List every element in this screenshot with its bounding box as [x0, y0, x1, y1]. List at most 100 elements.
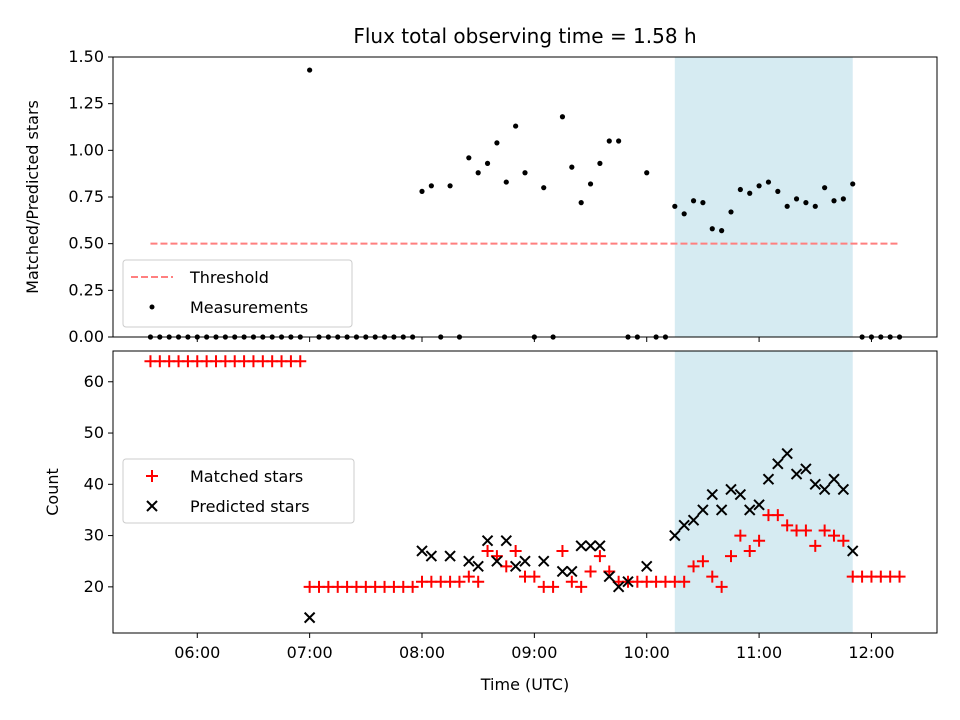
bottom-y-axis-label: Count	[43, 468, 62, 516]
measurement-point	[307, 67, 313, 73]
measurement-point	[541, 185, 547, 191]
predicted-star-point	[734, 488, 747, 501]
measurement-point	[681, 211, 687, 217]
measurement-point	[672, 203, 678, 209]
measurement-point	[765, 179, 772, 185]
top-legend-box	[122, 259, 353, 328]
measurement-point	[466, 155, 472, 161]
measurement-point	[784, 203, 790, 209]
matched-star-point	[837, 534, 850, 547]
measurement-point	[616, 138, 622, 144]
matched-star-point	[462, 570, 475, 583]
y-tick-label: 40	[84, 474, 104, 493]
predicted-star-point	[500, 535, 512, 547]
matched-star-point	[809, 539, 822, 552]
predicted-star-point	[781, 447, 793, 460]
y-tick-label: 0.25	[68, 280, 104, 299]
predicted-star-point	[706, 488, 718, 501]
y-tick-label: 1.00	[68, 140, 104, 159]
y-tick-label: 0.75	[68, 187, 104, 206]
y-tick-label: 60	[84, 372, 104, 391]
matched-star-point	[294, 355, 307, 368]
legend-matched-label: Matched stars	[190, 467, 303, 486]
top-y-axis-label: Matched/Predicted stars	[23, 100, 42, 294]
matched-star-point	[696, 555, 709, 568]
matched-star-point	[453, 575, 466, 588]
top-plot-frame	[112, 56, 938, 338]
measurement-point	[719, 228, 725, 234]
predicted-star-point	[828, 473, 840, 485]
predicted-star-point	[509, 560, 522, 573]
predicted-star-point	[697, 504, 709, 516]
matched-star-point	[725, 550, 737, 563]
measurement-point	[513, 123, 519, 129]
top-plot-area: 0.00 0.25 0.50 0.75 1.00 1.25 1.50	[68, 47, 903, 346]
matched-star-point	[706, 570, 719, 583]
matched-star-point	[472, 575, 485, 588]
predicted-star-point	[847, 545, 859, 557]
predicted-star-point	[612, 581, 625, 593]
predicted-star-point	[303, 611, 316, 624]
measurement-point	[728, 209, 734, 215]
predicted-star-point	[725, 483, 737, 496]
matched-star-point	[406, 580, 419, 593]
legend-measurements-label: Measurements	[190, 298, 308, 317]
predicted-star-point	[538, 555, 550, 567]
measurement-point	[831, 198, 837, 204]
measurement-point	[447, 183, 453, 189]
matched-star-point	[743, 544, 756, 557]
measurement-point	[503, 179, 509, 185]
bottom-plot-frame	[112, 350, 938, 634]
predicted-star-point	[491, 555, 503, 567]
matched-star-point	[565, 575, 578, 588]
bottom-plot-area: 20 30 40 50 60 06:00 07:00 08:00 09:00 10:00 11:00…	[84, 351, 906, 662]
x-tick-label: 08:00	[399, 643, 445, 662]
matched-star-point	[687, 560, 700, 573]
predicted-star-point	[641, 560, 653, 573]
matched-star-point	[771, 509, 784, 522]
legend-threshold-label: Threshold	[189, 268, 269, 287]
matched-star-point	[781, 519, 794, 532]
measurement-point	[756, 183, 762, 189]
x-tick-label: 07:00	[287, 643, 333, 662]
matched-star-point	[556, 544, 569, 557]
measurement-point	[522, 170, 528, 176]
matched-star-point	[818, 524, 831, 537]
measurement-point	[747, 190, 753, 196]
measurement-point	[812, 203, 818, 209]
measurement-point	[569, 164, 575, 170]
y-tick-label: 1.25	[68, 94, 104, 113]
predicted-star-point	[603, 570, 615, 583]
matched-star-point	[734, 529, 747, 542]
chart-title: Flux total observing time = 1.58 h	[353, 24, 696, 48]
matched-star-point	[799, 524, 812, 537]
measurement-point	[419, 188, 425, 194]
matched-star-point	[481, 544, 494, 557]
y-tick-label: 30	[84, 526, 104, 545]
measurement-point	[606, 138, 612, 144]
predicted-star-point	[594, 540, 606, 552]
measurement-point	[644, 170, 650, 176]
predicted-star-point	[463, 555, 475, 567]
measurement-point	[737, 186, 743, 193]
predicted-star-point	[575, 540, 587, 552]
predicted-star-point	[772, 458, 784, 470]
highlight-span	[674, 57, 853, 337]
predicted-star-point	[584, 540, 597, 552]
measurement-point	[559, 114, 566, 120]
predicted-star-point	[566, 565, 578, 578]
predicted-star-point	[687, 514, 700, 526]
matched-star-point	[893, 570, 906, 583]
matched-star-point	[678, 575, 691, 588]
predicted-star-point	[800, 463, 812, 475]
predicted-star-point	[519, 555, 531, 567]
predicted-star-point	[622, 576, 634, 588]
matched-star-point	[528, 570, 541, 583]
x-tick-label: 09:00	[511, 643, 557, 662]
measurement-point	[494, 140, 500, 146]
top-legend: Threshold Measurements	[122, 259, 353, 328]
measurement-point	[587, 181, 594, 187]
measurement-point	[597, 160, 603, 166]
predicted-star-point	[425, 550, 438, 562]
x-tick-label: 10:00	[624, 643, 670, 662]
